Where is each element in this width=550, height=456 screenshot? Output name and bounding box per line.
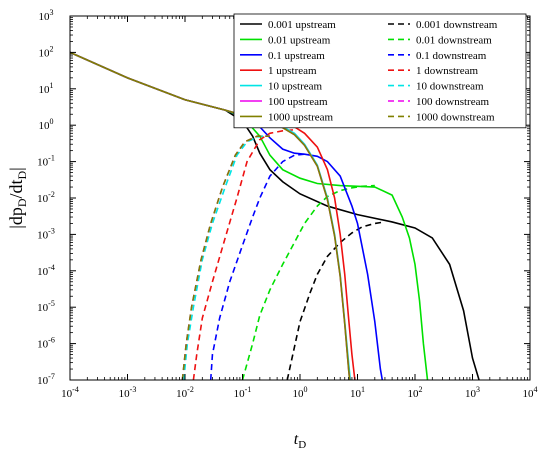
legend-label: 1000 downstream <box>416 111 495 123</box>
legend-label: 0.001 upstream <box>268 19 336 31</box>
x-tick-label: 10-1 <box>234 385 252 400</box>
y-tick-label: 10-5 <box>37 299 55 314</box>
series-line-1000-downstream <box>181 135 270 380</box>
x-axis-title: tD <box>294 431 306 451</box>
legend-label: 0.01 downstream <box>416 34 492 46</box>
legend-label: 100 downstream <box>416 96 489 108</box>
y-tick-label: 101 <box>39 81 54 96</box>
legend-box <box>233 13 527 129</box>
series-layer <box>70 51 480 380</box>
legend-label: 0.001 downstream <box>416 19 498 31</box>
x-tick-label: 10-4 <box>61 385 79 400</box>
series-line-0-001-downstream <box>286 221 386 380</box>
x-tick-label: 104 <box>523 385 538 400</box>
axes-layer: 10-4 10-3 10-2 10-1 100 101 102 103 104 10-7 10-6 1… <box>6 8 538 451</box>
series-line-10-downstream <box>182 135 270 380</box>
legend-label: 0.1 downstream <box>416 50 487 62</box>
series-line-1000-upstream <box>70 51 351 380</box>
legend-label: 0.1 upstream <box>268 50 325 62</box>
legend-label: 1 upstream <box>268 65 317 77</box>
y-tick-label: 10-7 <box>37 372 55 387</box>
y-tick-label: 100 <box>39 117 54 132</box>
series-line-0-1-downstream <box>209 153 305 380</box>
y-tick-label: 10-2 <box>37 190 55 205</box>
y-tick-label: 10-3 <box>37 226 55 241</box>
x-tick-label: 100 <box>293 385 308 400</box>
legend-label: 100 upstream <box>268 96 328 108</box>
x-tick-label: 10-3 <box>119 385 137 400</box>
y-tick-label: 10-1 <box>37 154 55 169</box>
y-axis-title: |dpD/dtD| <box>6 167 29 229</box>
y-tick-label: 10-6 <box>37 336 55 351</box>
x-tick-label: 10-2 <box>176 385 194 400</box>
legend-label: 1000 upstream <box>268 111 334 123</box>
y-tick-label: 103 <box>39 8 54 23</box>
legend: 0.001 upstream 0.01 upstream 0.1 upstream 1… <box>233 13 527 129</box>
x-tick-label: 103 <box>465 385 480 400</box>
x-tick-label: 102 <box>408 385 423 400</box>
y-tick-label: 10-4 <box>37 263 55 278</box>
legend-label: 0.01 upstream <box>268 34 331 46</box>
legend-label: 10 downstream <box>416 81 484 93</box>
series-line-1-downstream <box>192 128 295 380</box>
series-line-0-01-downstream <box>241 184 375 380</box>
y-tick-label: 102 <box>39 44 54 59</box>
legend-label: 10 upstream <box>268 81 323 93</box>
legend-label: 1 downstream <box>416 65 478 77</box>
x-tick-label: 101 <box>350 385 365 400</box>
